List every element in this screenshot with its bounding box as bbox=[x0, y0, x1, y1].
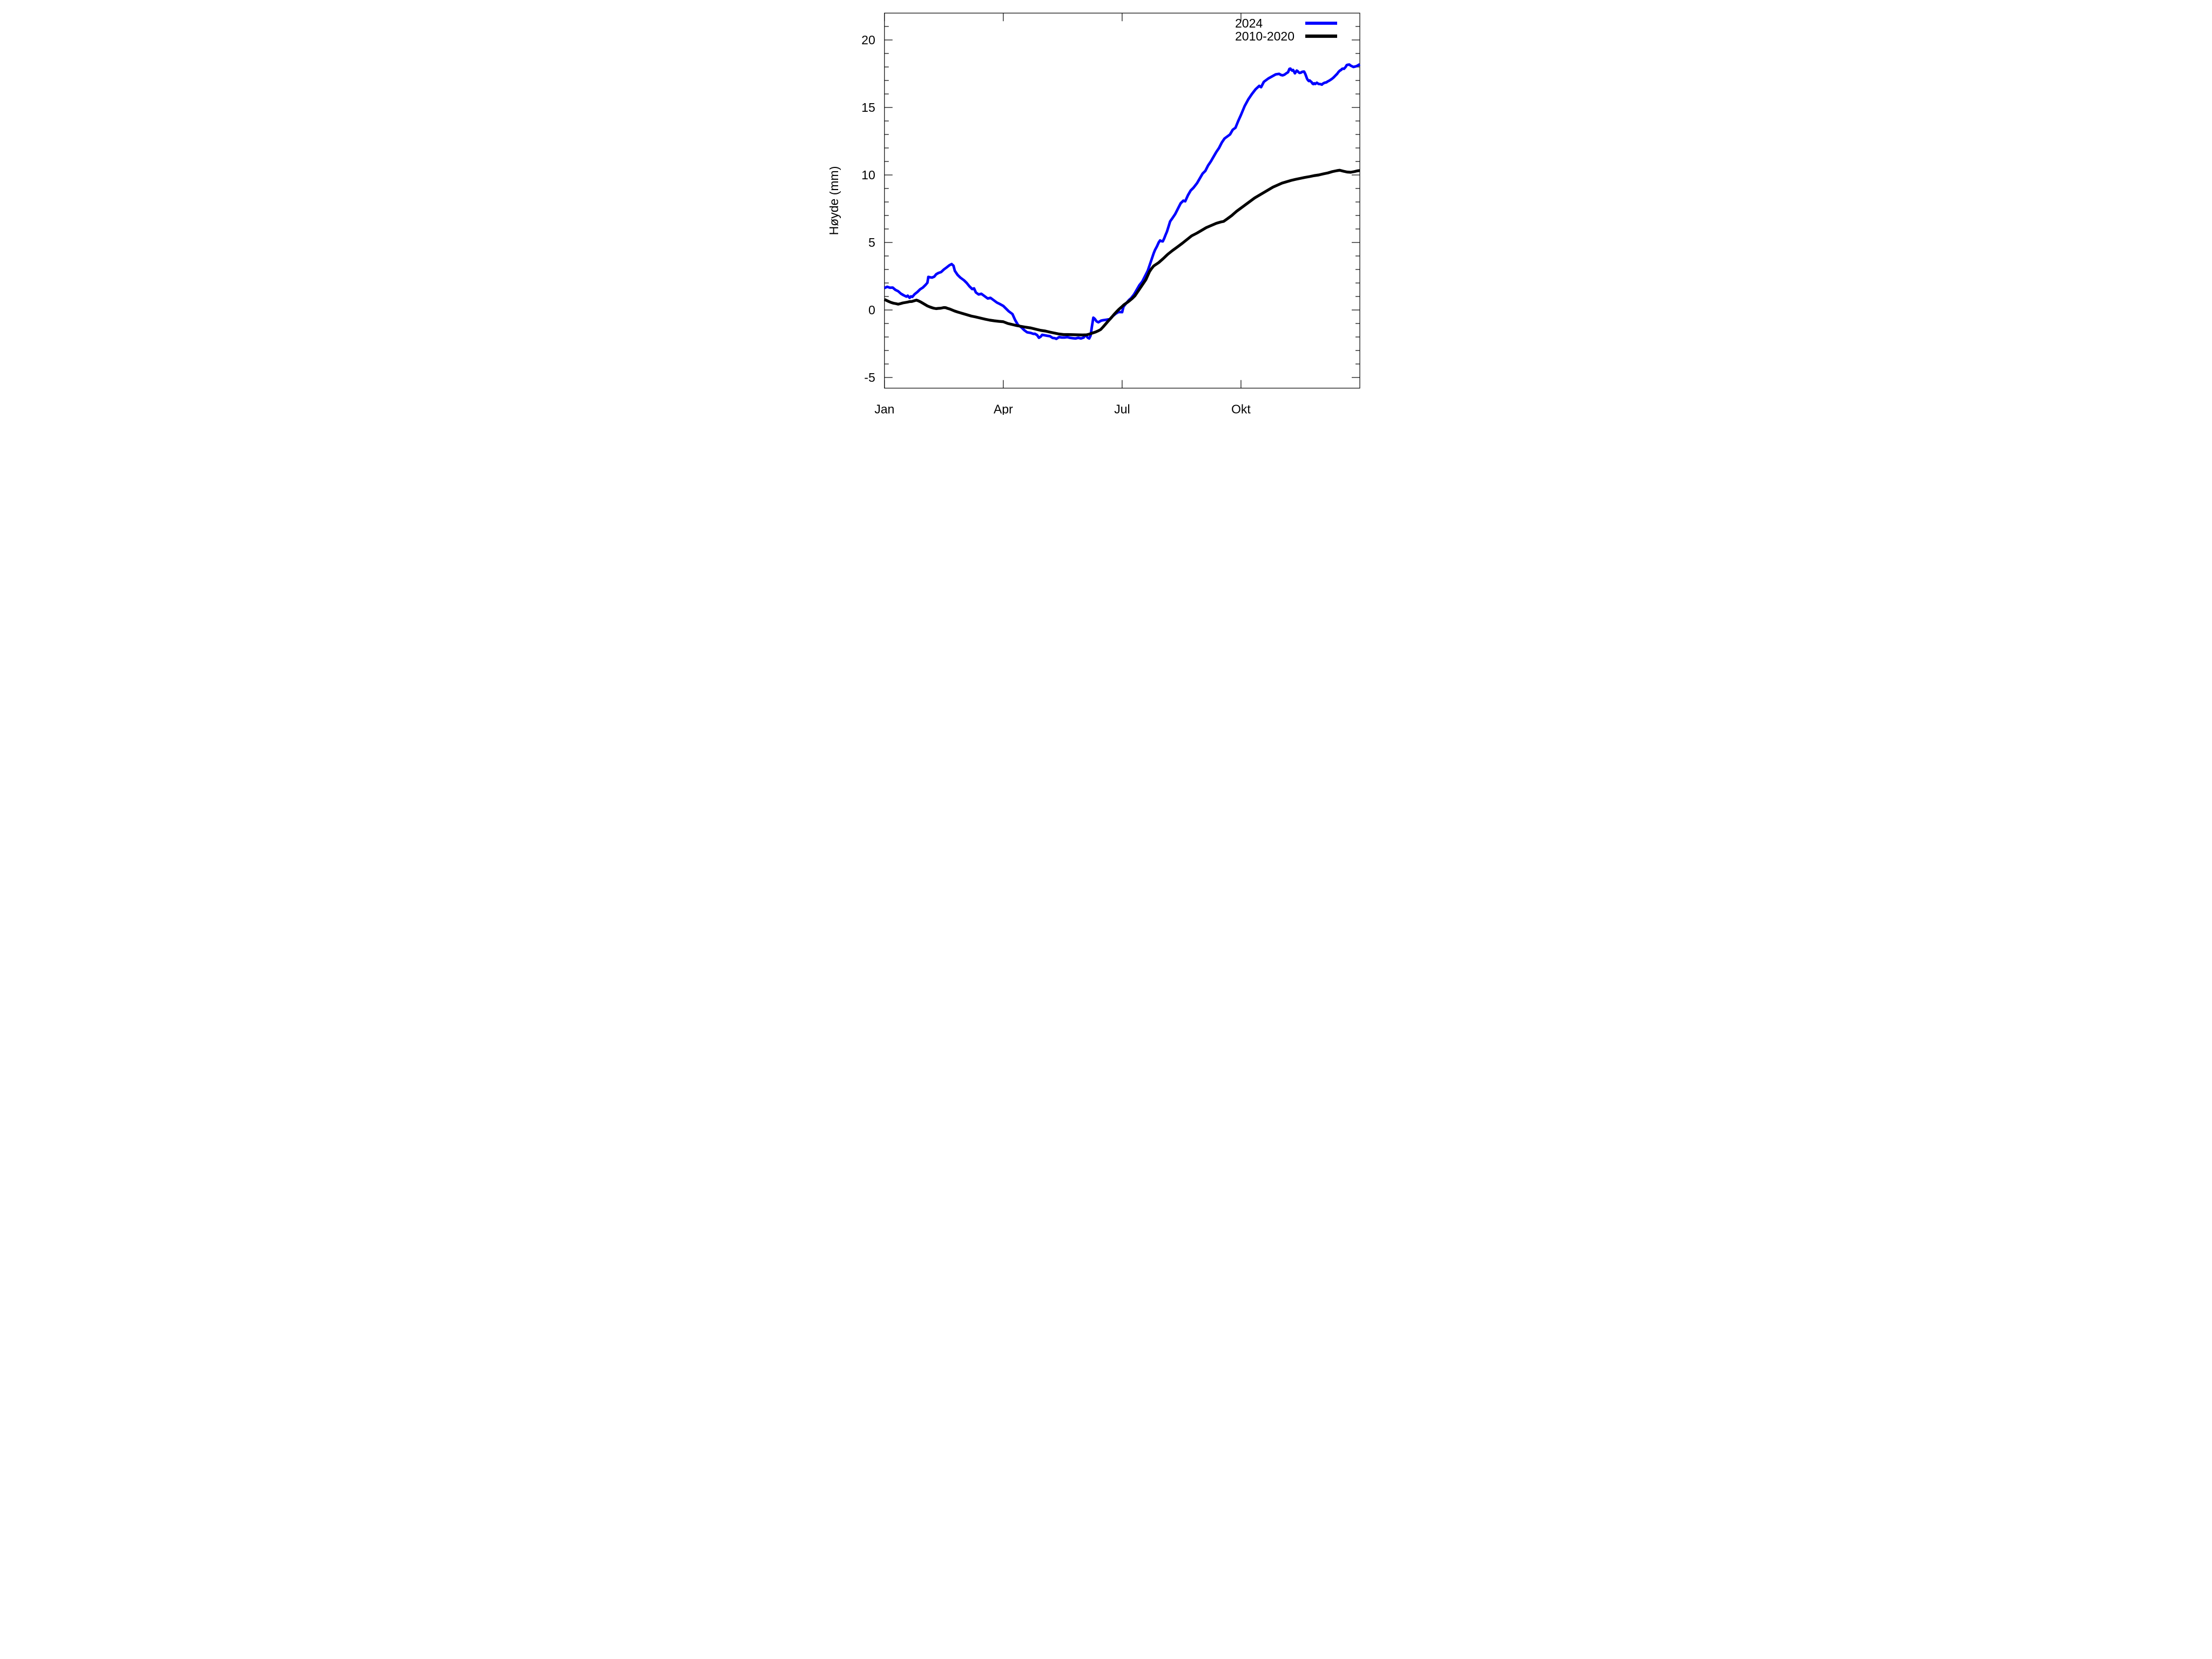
y-tick-label: 15 bbox=[861, 100, 875, 114]
chart-svg: -5 0 5 10 15 20 Jan Apr Jul Okt Høyde (mm) 20242010… bbox=[830, 0, 1382, 415]
y-tick-label: 10 bbox=[861, 168, 875, 182]
legend-label-2024: 2024 bbox=[1235, 16, 1263, 30]
line-chart: -5 0 5 10 15 20 Jan Apr Jul Okt Høyde (mm) 2024 2010… bbox=[830, 0, 1382, 415]
x-tick-label: Jul bbox=[1114, 402, 1130, 415]
y-tick-label: 5 bbox=[868, 235, 875, 249]
series-line-2010-2020 bbox=[884, 168, 1360, 336]
y-tick-label: 20 bbox=[861, 33, 875, 47]
y-axis-title: Høyde (mm) bbox=[830, 166, 841, 235]
x-tick-label: Jan bbox=[874, 402, 894, 415]
series-line-2024 bbox=[884, 63, 1361, 340]
y-tick-label: -5 bbox=[864, 370, 875, 385]
chart-background bbox=[830, 0, 1382, 415]
x-tick-label: Apr bbox=[994, 402, 1013, 415]
x-tick-label: Okt bbox=[1231, 402, 1251, 415]
legend-label-2010-2020: 2010-2020 bbox=[1235, 29, 1294, 43]
y-tick-label: 0 bbox=[868, 303, 875, 317]
